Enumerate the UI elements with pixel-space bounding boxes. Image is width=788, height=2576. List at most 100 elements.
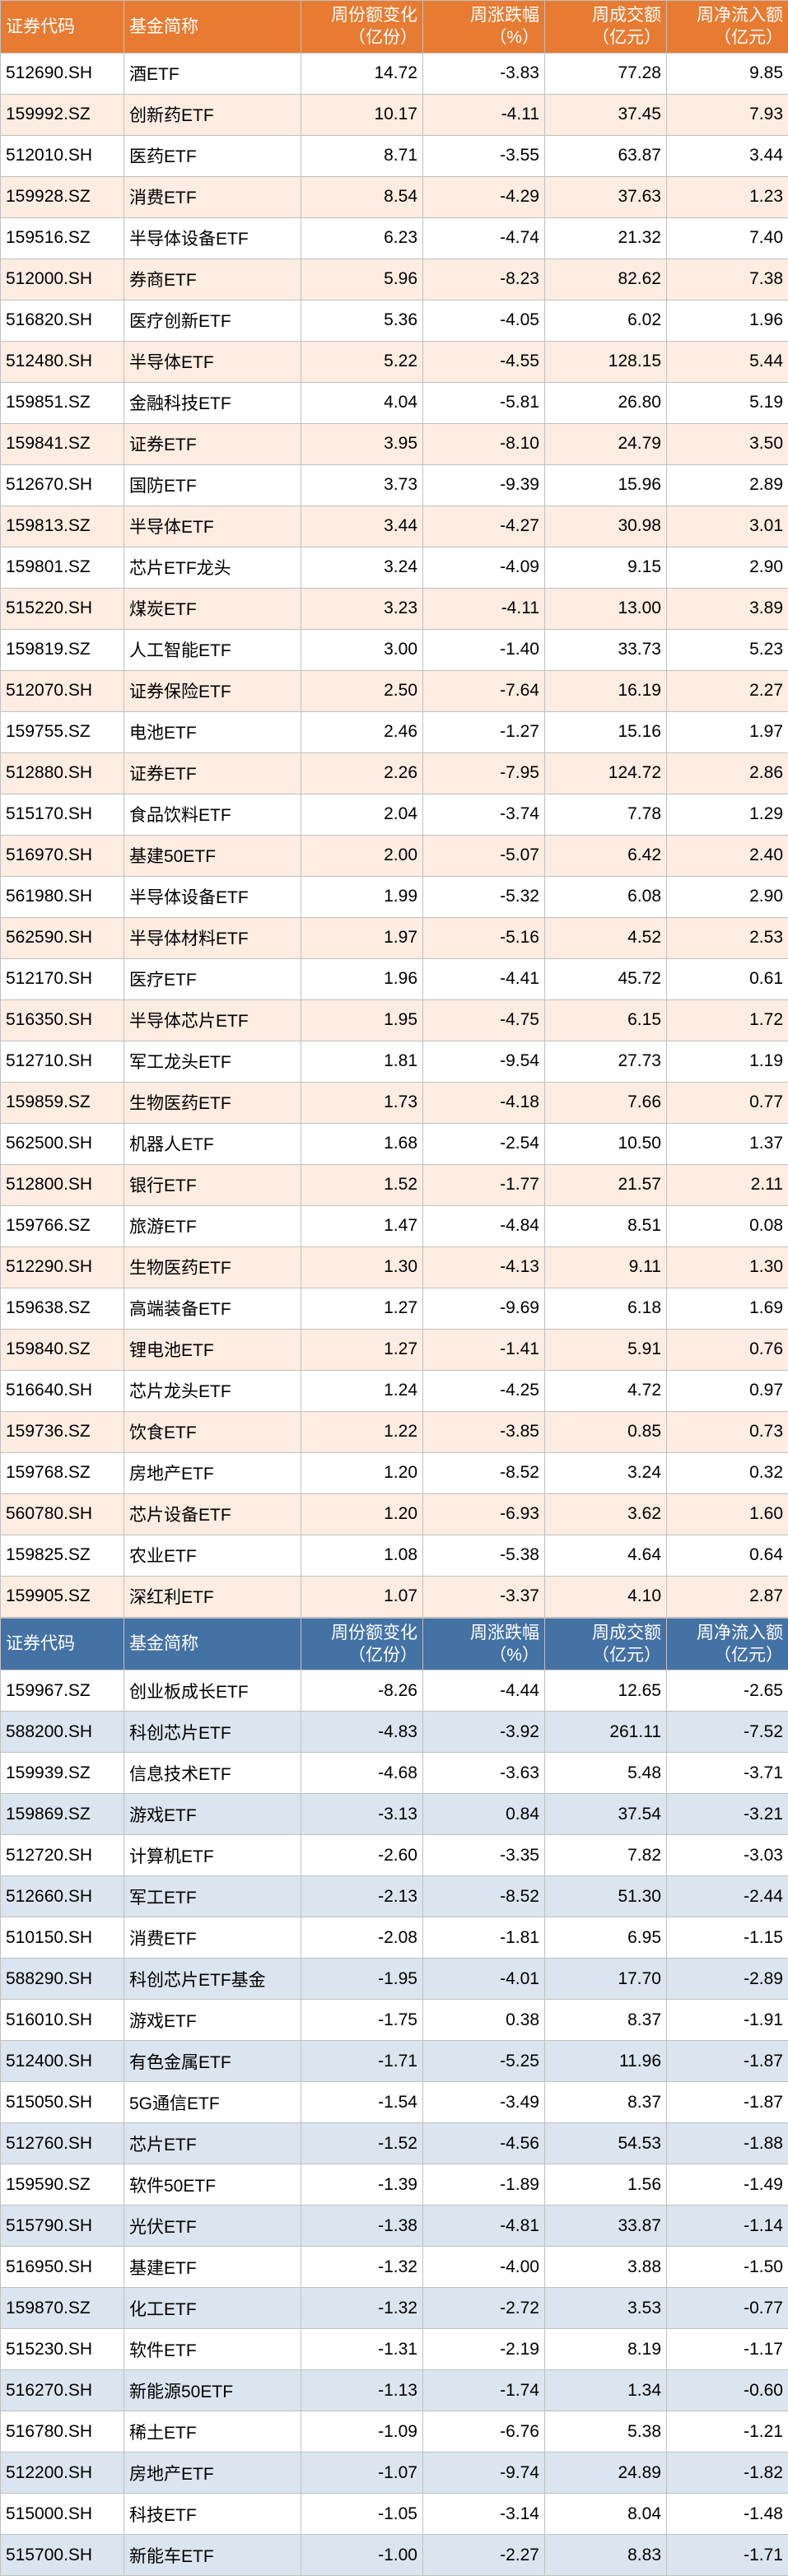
cell-value: 82.62 xyxy=(545,259,667,300)
cell-value: 4.10 xyxy=(545,1576,667,1617)
cell-value: 5.22 xyxy=(301,341,423,382)
cell-name: 银行ETF xyxy=(124,1164,301,1205)
cell-value: 3.44 xyxy=(667,135,788,176)
table-row: 512070.SH证券保险ETF2.50-7.6416.192.27 xyxy=(1,670,788,711)
cell-value: 2.86 xyxy=(667,752,788,794)
cell-value: 12.65 xyxy=(545,1670,667,1712)
cell-value: 10.50 xyxy=(545,1123,667,1164)
cell-value: 1.27 xyxy=(301,1329,423,1370)
cell-value: -9.69 xyxy=(423,1288,545,1329)
table-row: 515220.SH煤炭ETF3.23-4.1113.003.89 xyxy=(1,588,788,629)
cell-value: 8.51 xyxy=(545,1205,667,1246)
cell-value: -2.65 xyxy=(667,1670,788,1712)
cell-value: 3.53 xyxy=(545,2288,667,2329)
cell-value: 1.19 xyxy=(667,1041,788,1082)
cell-value: -2.72 xyxy=(423,2288,545,2329)
cell-value: 63.87 xyxy=(545,135,667,176)
cell-code: 159840.SZ xyxy=(1,1329,124,1370)
cell-code: 510150.SH xyxy=(1,1917,124,1959)
cell-value: 1.95 xyxy=(301,999,423,1041)
table-row: 561980.SH半导体设备ETF1.99-5.326.082.90 xyxy=(1,876,788,917)
cell-value: -5.16 xyxy=(423,917,545,958)
cell-value: -3.74 xyxy=(423,794,545,835)
cell-value: -2.13 xyxy=(301,1876,423,1917)
cell-value: 2.26 xyxy=(301,752,423,794)
cell-value: -9.74 xyxy=(423,2453,545,2494)
table-row: 516270.SH新能源50ETF-1.13-1.741.34-0.60 xyxy=(1,2370,788,2411)
cell-value: 1.47 xyxy=(301,1205,423,1246)
cell-value: 51.30 xyxy=(545,1876,667,1917)
cell-value: 77.28 xyxy=(545,53,667,94)
cell-name: 计算机ETF xyxy=(124,1835,301,1876)
cell-value: -5.25 xyxy=(423,2041,545,2082)
cell-value: 13.00 xyxy=(545,588,667,629)
cell-value: 37.54 xyxy=(545,1794,667,1835)
cell-name: 创新药ETF xyxy=(124,94,301,135)
cell-code: 159813.SZ xyxy=(1,505,124,547)
table-row: 159851.SZ金融科技ETF4.04-5.8126.805.19 xyxy=(1,382,788,423)
cell-code: 159928.SZ xyxy=(1,176,124,217)
cell-value: -9.39 xyxy=(423,464,545,505)
cell-name: 信息技术ETF xyxy=(124,1753,301,1794)
cell-value: 7.66 xyxy=(545,1082,667,1123)
cell-value: 1.97 xyxy=(301,917,423,958)
cell-value: -4.11 xyxy=(423,588,545,629)
cell-code: 512010.SH xyxy=(1,135,124,176)
cell-name: 房地产ETF xyxy=(124,2453,301,2494)
cell-value: 4.52 xyxy=(545,917,667,958)
cell-code: 560780.SH xyxy=(1,1493,124,1535)
cell-value: -1.31 xyxy=(301,2329,423,2370)
cell-name: 消费ETF xyxy=(124,176,301,217)
cell-value: 15.16 xyxy=(545,711,667,752)
cell-name: 金融科技ETF xyxy=(124,382,301,423)
cell-value: -4.27 xyxy=(423,505,545,547)
cell-value: -4.18 xyxy=(423,1082,545,1123)
cell-value: 261.11 xyxy=(545,1712,667,1753)
cell-name: 稀土ETF xyxy=(124,2411,301,2453)
cell-value: 2.11 xyxy=(667,1164,788,1205)
cell-value: 0.76 xyxy=(667,1329,788,1370)
table-header-row: 证券代码基金简称周份额变化（亿份）周涨跌幅（%）周成交额（亿元）周净流入额（亿元… xyxy=(1,1,788,54)
cell-value: -1.77 xyxy=(423,1164,545,1205)
cell-name: 半导体芯片ETF xyxy=(124,999,301,1041)
cell-name: 军工ETF xyxy=(124,1876,301,1917)
cell-code: 515050.SH xyxy=(1,2082,124,2123)
cell-code: 512670.SH xyxy=(1,464,124,505)
table-row: 515700.SH新能车ETF-1.00-2.278.83-1.71 xyxy=(1,2535,788,2576)
table-row: 512660.SH军工ETF-2.13-8.5251.30-2.44 xyxy=(1,1876,788,1917)
cell-value: -1.09 xyxy=(301,2411,423,2453)
cell-value: 3.88 xyxy=(545,2247,667,2288)
cell-value: 27.73 xyxy=(545,1041,667,1082)
cell-value: -3.03 xyxy=(667,1835,788,1876)
cell-code: 159755.SZ xyxy=(1,711,124,752)
table-row: 512800.SH银行ETF1.52-1.7721.572.11 xyxy=(1,1164,788,1205)
cell-value: -1.21 xyxy=(667,2411,788,2453)
cell-name: 锂电池ETF xyxy=(124,1329,301,1370)
cell-name: 科创芯片ETF基金 xyxy=(124,1959,301,2000)
cell-value: -4.84 xyxy=(423,1205,545,1246)
cell-name: 证券保险ETF xyxy=(124,670,301,711)
cell-value: 7.38 xyxy=(667,259,788,300)
table-row: 516010.SH游戏ETF-1.750.388.37-1.91 xyxy=(1,2000,788,2041)
cell-code: 159736.SZ xyxy=(1,1411,124,1452)
cell-value: -8.52 xyxy=(423,1452,545,1493)
cell-value: 33.73 xyxy=(545,629,667,670)
cell-value: -6.93 xyxy=(423,1493,545,1535)
cell-code: 512800.SH xyxy=(1,1164,124,1205)
cell-name: 半导体ETF xyxy=(124,505,301,547)
cell-value: 6.42 xyxy=(545,835,667,876)
cell-name: 芯片ETF龙头 xyxy=(124,547,301,588)
cell-value: -6.76 xyxy=(423,2411,545,2453)
table-row: 159819.SZ人工智能ETF3.00-1.4033.735.23 xyxy=(1,629,788,670)
cell-value: 7.78 xyxy=(545,794,667,835)
cell-value: -3.37 xyxy=(423,1576,545,1617)
cell-value: 21.57 xyxy=(545,1164,667,1205)
cell-value: 1.20 xyxy=(301,1452,423,1493)
cell-value: 10.17 xyxy=(301,94,423,135)
cell-name: 证券ETF xyxy=(124,752,301,794)
cell-name: 医疗创新ETF xyxy=(124,300,301,341)
cell-value: -1.87 xyxy=(667,2082,788,2123)
table-row: 515790.SH光伏ETF-1.38-4.8133.87-1.14 xyxy=(1,2206,788,2247)
cell-value: 26.80 xyxy=(545,382,667,423)
cell-value: 9.15 xyxy=(545,547,667,588)
